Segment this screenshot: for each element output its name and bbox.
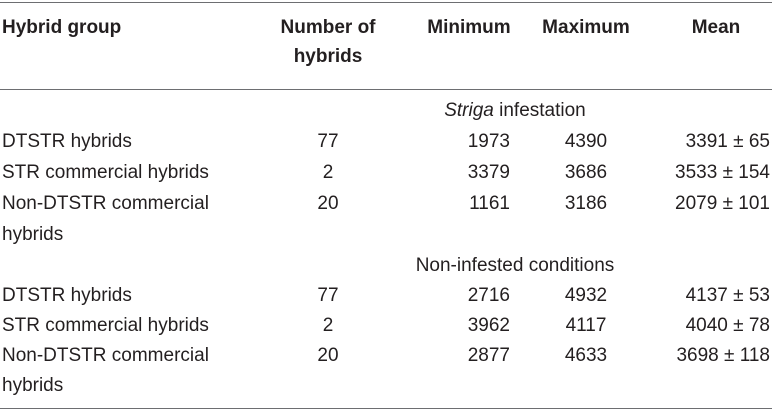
row-minimum: 2716 (467, 285, 510, 306)
section-title-striga: Striga infestation (258, 96, 772, 125)
row-maximum: 4932 (564, 285, 608, 306)
row-name: Non-DTSTR commercial (2, 345, 209, 366)
top-rule (0, 2, 772, 3)
row-maximum: 4390 (564, 131, 608, 152)
row-mean: 3698 ± 118 (676, 345, 770, 366)
row-maximum: 3686 (564, 162, 608, 183)
section-title-rest: Non-infested conditions (415, 255, 615, 276)
row-count: 20 (317, 345, 339, 366)
row-name: STR commercial hybrids (2, 315, 209, 336)
row-minimum: 2877 (467, 345, 510, 366)
row-count: 20 (317, 193, 339, 214)
section-title-non-infested: Non-infested conditions (258, 251, 772, 280)
header-maximum: Maximum (542, 17, 630, 38)
section-title-italic: Striga (444, 100, 494, 121)
row-maximum: 4633 (564, 345, 608, 366)
row-name: DTSTR hybrids (2, 131, 132, 152)
header-number-of-hybrids: Number of hybrids (258, 13, 398, 71)
row-name: DTSTR hybrids (2, 285, 132, 306)
header-number-line1: Number of (280, 17, 376, 38)
header-mean: Mean (691, 17, 741, 38)
row-name-continued: hybrids (2, 375, 64, 396)
row-count: 77 (317, 285, 339, 306)
row-minimum: 3379 (467, 162, 510, 183)
row-mean: 4137 ± 53 (685, 285, 770, 306)
row-minimum: 3962 (467, 315, 510, 336)
bottom-rule (0, 408, 772, 409)
row-count: 77 (317, 131, 339, 152)
row-name: STR commercial hybrids (2, 162, 209, 183)
row-name-continued: hybrids (2, 224, 64, 245)
row-mean: 4040 ± 78 (685, 315, 770, 336)
row-minimum: 1161 (469, 193, 510, 214)
row-name: Non-DTSTR commercial (2, 193, 209, 214)
row-mean: 3533 ± 154 (675, 162, 770, 183)
row-maximum: 3186 (564, 193, 608, 214)
header-number-line2: hybrids (293, 46, 363, 67)
row-count: 2 (322, 315, 334, 336)
header-hybrid-group: Hybrid group (2, 17, 122, 38)
row-maximum: 4117 (565, 315, 607, 336)
header-minimum: Minimum (427, 17, 511, 38)
section-title-rest: infestation (493, 100, 586, 121)
header-rule (0, 89, 772, 90)
row-mean: 3391 ± 65 (685, 131, 770, 152)
row-minimum: 1973 (467, 131, 510, 152)
row-count: 2 (322, 162, 334, 183)
row-mean: 2079 ± 101 (675, 193, 770, 214)
